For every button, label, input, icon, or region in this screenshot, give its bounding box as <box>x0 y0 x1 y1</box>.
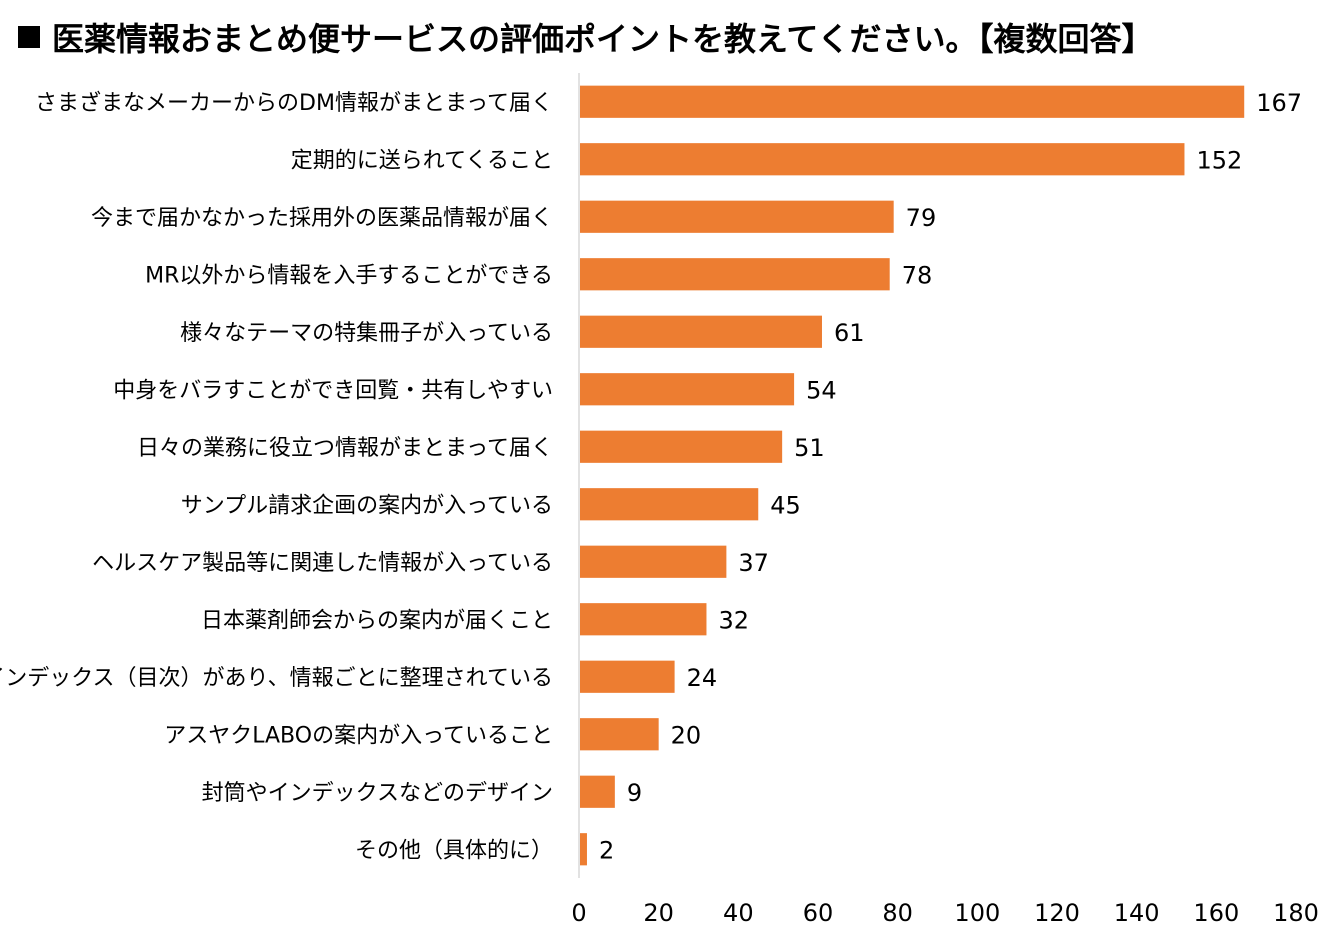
bar <box>580 718 659 751</box>
x-tick-label: 40 <box>723 899 754 927</box>
x-tick-label: 60 <box>803 899 834 927</box>
data-label: 9 <box>627 779 642 807</box>
data-label: 20 <box>671 721 702 749</box>
bar <box>580 430 783 463</box>
x-tick-label: 120 <box>1034 899 1080 927</box>
category-label: さまざまなメーカーからのDM情報がまとまって届く <box>35 90 553 116</box>
category-label: 日々の業務に役立つ情報がまとまって届く <box>137 436 553 461</box>
category-label: ヘルスケア製品等に関連した情報が入っている <box>92 551 553 576</box>
bar <box>580 775 615 808</box>
data-label: 51 <box>794 434 825 462</box>
category-label: 定期的に送られてくること <box>291 148 553 173</box>
chart-title-text: 医薬情報おまとめ便サービスの評価ポイントを教えてください。【複数回答】 <box>52 20 1154 58</box>
bar <box>580 315 822 348</box>
data-label: 61 <box>834 319 865 347</box>
x-tick-label: 180 <box>1273 899 1319 927</box>
data-label: 24 <box>687 664 718 692</box>
x-tick-label: 0 <box>571 899 586 927</box>
bar <box>580 258 890 291</box>
bar <box>580 143 1185 176</box>
bar <box>580 603 707 636</box>
data-label: 37 <box>738 549 769 577</box>
category-label: アスヤクLABOの案内が入っていること <box>164 723 553 748</box>
category-label: MR以外から情報を入手することができる <box>145 263 553 288</box>
data-label: 152 <box>1196 146 1242 174</box>
data-label: 45 <box>770 491 801 519</box>
bar <box>580 833 587 866</box>
x-tick-label: 100 <box>954 899 1000 927</box>
bar <box>580 488 759 521</box>
category-label: 中身をバラすことができ回覧・共有しやすい <box>113 378 553 403</box>
data-label: 78 <box>902 261 933 289</box>
data-label: 79 <box>906 204 937 232</box>
square-bullet-icon <box>18 26 40 48</box>
bar <box>580 85 1245 118</box>
bar <box>580 545 727 578</box>
x-tick-label: 160 <box>1193 899 1239 927</box>
category-label: その他（具体的に） <box>355 838 553 863</box>
x-tick-label: 140 <box>1114 899 1160 927</box>
data-label: 2 <box>599 836 614 864</box>
data-label: 167 <box>1256 89 1302 117</box>
x-tick-label: 20 <box>643 899 674 927</box>
bar <box>580 660 675 693</box>
category-label: 今まで届かなかった採用外の医薬品情報が届く <box>91 206 553 231</box>
bar <box>580 373 795 406</box>
data-label: 32 <box>718 606 749 634</box>
x-tick-label: 80 <box>882 899 913 927</box>
category-label: 日本薬剤師会からの案内が届くこと <box>201 608 553 633</box>
category-label: インデックス（目次）があり、情報ごとに整理されている <box>0 666 553 691</box>
category-label: 封筒やインデックスなどのデザイン <box>202 781 553 806</box>
category-label: サンプル請求企画の案内が入っている <box>181 493 553 518</box>
data-label: 54 <box>806 376 837 404</box>
category-label: 様々なテーマの特集冊子が入っている <box>180 321 553 346</box>
chart-title: 医薬情報おまとめ便サービスの評価ポイントを教えてください。【複数回答】 <box>18 14 1153 60</box>
bar <box>580 200 894 233</box>
